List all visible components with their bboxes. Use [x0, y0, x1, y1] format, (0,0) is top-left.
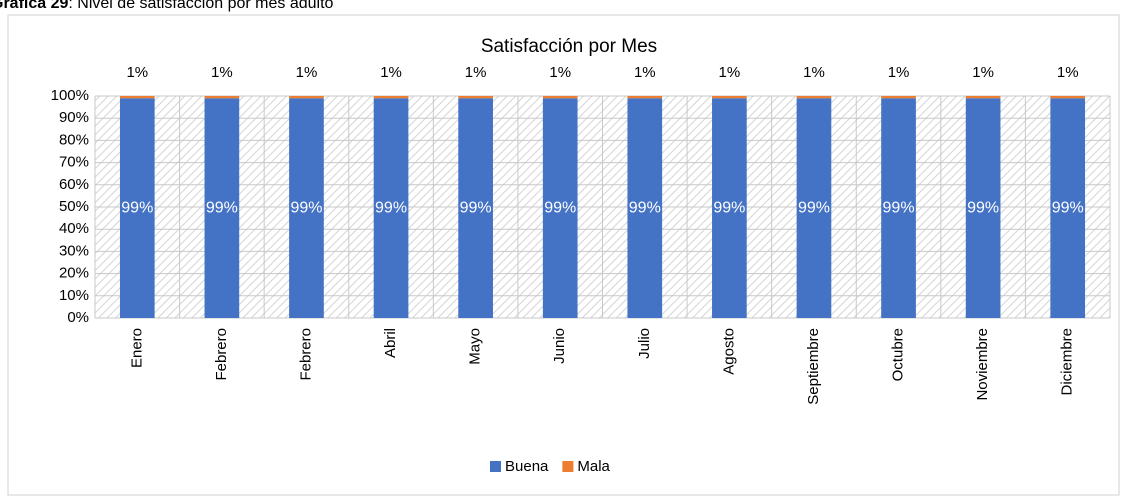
x-tick-label: Abril	[382, 328, 399, 358]
y-tick-label: 80%	[59, 131, 89, 148]
legend-swatch	[490, 461, 501, 472]
bar-segment	[458, 96, 493, 99]
data-label: 99%	[544, 199, 576, 216]
x-tick-label: Febrero	[213, 328, 230, 381]
y-tick-label: 90%	[59, 109, 89, 126]
legend-label: Mala	[577, 458, 610, 475]
bar-segment	[881, 98, 916, 318]
x-tick-label: Febrero	[297, 328, 314, 381]
chart-title: Satisfacción por Mes	[481, 36, 657, 57]
data-label: 1%	[634, 64, 656, 81]
bar-segment	[289, 98, 324, 318]
bar-segment	[712, 98, 747, 318]
y-tick-label: 100%	[51, 87, 89, 104]
bar-segment	[373, 98, 409, 318]
bar-segment	[965, 96, 1001, 99]
data-label: 1%	[211, 64, 233, 81]
x-tick-label: Enero	[128, 328, 145, 368]
data-label: 1%	[888, 64, 910, 81]
y-tick-label: 70%	[59, 154, 89, 171]
y-tick-label: 60%	[59, 176, 89, 193]
x-tick-label: Octubre	[890, 328, 907, 381]
data-label: 99%	[713, 199, 745, 216]
y-tick-label: 0%	[67, 309, 89, 326]
bar-segment	[204, 98, 240, 318]
x-tick-label: Junio	[551, 328, 568, 364]
data-label: 99%	[375, 199, 407, 216]
x-tick-label: Diciembre	[1059, 328, 1076, 396]
bar-segment	[1050, 96, 1086, 99]
bar-segment	[542, 98, 578, 318]
y-tick-label: 50%	[59, 198, 89, 215]
data-label: 1%	[296, 64, 318, 81]
data-label: 99%	[1052, 199, 1084, 216]
bar-segment	[373, 96, 409, 99]
bar-segment	[881, 96, 916, 99]
y-tick-label: 30%	[59, 242, 89, 259]
caption: Gráfica 29: Nivel de satisfacción por me…	[0, 0, 334, 12]
caption-label: Gráfica 29	[0, 0, 68, 12]
y-tick-label: 10%	[59, 287, 89, 304]
bar-segment	[204, 96, 240, 99]
data-label: 99%	[967, 199, 999, 216]
caption-text: : Nivel de satisfacción por mes adulto	[68, 0, 333, 12]
x-tick-label: Noviembre	[974, 328, 991, 401]
legend-label: Buena	[505, 458, 549, 475]
bar-segment	[119, 98, 155, 318]
data-label: 99%	[121, 199, 153, 216]
data-label: 1%	[719, 64, 741, 81]
data-label: 99%	[206, 199, 238, 216]
data-label: 1%	[549, 64, 571, 81]
bar-segment	[458, 98, 493, 318]
y-tick-label: 40%	[59, 220, 89, 237]
data-label: 99%	[629, 199, 661, 216]
bar-segment	[796, 96, 832, 99]
x-tick-label: Mayo	[467, 328, 484, 365]
data-label: 99%	[290, 199, 322, 216]
bar-segment	[627, 98, 663, 318]
data-label: 1%	[465, 64, 487, 81]
data-label: 1%	[126, 64, 148, 81]
data-label: 1%	[1057, 64, 1079, 81]
data-label: 99%	[798, 199, 830, 216]
bar-segment	[627, 96, 663, 99]
legend-swatch	[562, 461, 574, 472]
bar-segment	[289, 96, 324, 99]
data-label: 99%	[460, 199, 492, 216]
bar-segment	[542, 96, 578, 99]
x-tick-label: Septiembre	[805, 328, 822, 405]
data-label: 1%	[972, 64, 994, 81]
bar-segment	[119, 96, 155, 99]
data-label: 99%	[883, 199, 915, 216]
y-tick-label: 20%	[59, 265, 89, 282]
data-label: 1%	[803, 64, 825, 81]
data-label: 1%	[380, 64, 402, 81]
bar-segment	[712, 96, 747, 99]
bar-segment	[965, 98, 1001, 318]
bar-segment	[796, 98, 832, 318]
x-tick-label: Agosto	[720, 328, 737, 375]
x-tick-label: Julio	[636, 328, 653, 359]
bar-segment	[1050, 98, 1086, 318]
